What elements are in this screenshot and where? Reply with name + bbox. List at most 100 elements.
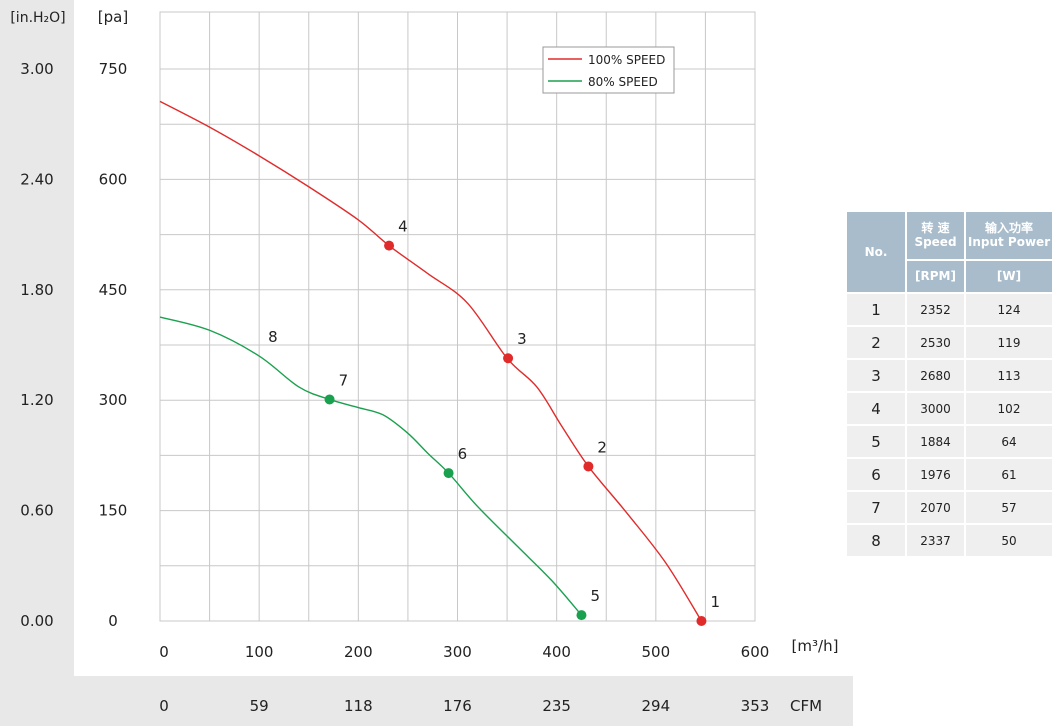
point-label-6: 6 [458, 445, 468, 463]
cell-power: 102 [966, 393, 1052, 424]
data-point-1 [696, 616, 707, 626]
chart-curves: 1 2 3 4 5 6 7 8 [159, 100, 720, 626]
cell-rpm: 1976 [907, 459, 964, 490]
legend-label-80: 80% SPEED [588, 75, 658, 89]
header-speed: 转 速 Speed [907, 212, 964, 259]
cell-no: 3 [847, 360, 905, 391]
chart-grid [159, 11, 756, 622]
x-tick-label-cfm: 353 [741, 697, 770, 715]
point-label-5: 5 [590, 587, 600, 605]
header-power: 输入功率 Input Power [966, 212, 1052, 259]
y-left-unit-label: [in.H₂O] [10, 10, 65, 26]
table-row: 4 3000 102 [847, 393, 1052, 424]
table-row: 7 2070 57 [847, 492, 1052, 523]
point-label-1: 1 [710, 593, 720, 611]
table-row: 3 2680 113 [847, 360, 1052, 391]
left-axis-band [0, 0, 74, 676]
fan-performance-chart: 00.001500.603001.204501.806002.407503.00… [10, 8, 839, 715]
header-w-unit: [W] [966, 260, 1052, 292]
x-tick-label-cfm: 118 [344, 697, 373, 715]
x-tick-label-cfm: 59 [250, 697, 269, 715]
data-point-3 [503, 353, 514, 364]
series-line-100 [159, 100, 703, 622]
x-tick-label-m3h: 500 [642, 643, 671, 661]
table-row: 1 2352 124 [847, 294, 1052, 325]
point-label-3: 3 [517, 330, 527, 348]
y-tick-label-inh2o: 3.00 [20, 60, 53, 78]
data-point-7 [324, 394, 335, 405]
x-tick-label-cfm: 0 [159, 697, 169, 715]
header-speed-cn: 转 速 [921, 221, 950, 236]
point-label-4: 4 [398, 218, 408, 236]
y-tick-label-pa: 600 [99, 170, 128, 188]
cell-rpm: 1884 [907, 426, 964, 457]
data-point-5 [576, 610, 587, 621]
x-tick-label-cfm: 176 [443, 697, 472, 715]
table-row: 6 1976 61 [847, 459, 1052, 490]
header-power-en: Input Power [967, 235, 1051, 250]
y-tick-label-pa: 450 [99, 281, 128, 299]
cell-power: 57 [966, 492, 1052, 523]
y-right-unit-label: [pa] [98, 8, 128, 26]
cell-power: 113 [966, 360, 1052, 391]
table-header-row: No. 转 速 Speed 输入功率 Input Power [847, 212, 1052, 292]
cell-no: 5 [847, 426, 905, 457]
y-tick-label-inh2o: 0.60 [20, 502, 53, 520]
x-tick-label-cfm: 294 [642, 697, 671, 715]
chart-legend: 100% SPEED 80% SPEED [542, 46, 675, 94]
header-power-cn: 输入功率 [984, 221, 1033, 236]
cell-rpm: 2680 [907, 360, 964, 391]
cfm-unit-label: CFM [790, 697, 822, 715]
y-tick-label-pa: 300 [99, 391, 128, 409]
table-row: 5 1884 64 [847, 426, 1052, 457]
cell-no: 4 [847, 393, 905, 424]
table-body: 1 2352 124 2 2530 119 3 2680 113 4 3000 102 5 1884 64 6… [847, 294, 1052, 556]
x-tick-label-m3h: 600 [741, 643, 770, 661]
data-point-4 [384, 240, 395, 251]
axis-ticks: 00.001500.603001.204501.806002.407503.00… [20, 60, 769, 715]
cell-rpm: 2530 [907, 327, 964, 358]
x-tick-label-m3h: 300 [443, 643, 472, 661]
y-tick-label-inh2o: 2.40 [20, 170, 53, 188]
data-point-6 [443, 468, 454, 479]
header-rpm-unit: [RPM] [907, 260, 964, 292]
cell-rpm: 3000 [907, 393, 964, 424]
y-tick-label-inh2o: 1.80 [20, 281, 53, 299]
point-label-7: 7 [339, 371, 349, 389]
legend-box [542, 46, 675, 94]
legend-label-100: 100% SPEED [588, 53, 665, 67]
y-tick-label-inh2o: 0.00 [20, 612, 53, 630]
x-tick-label-m3h: 400 [542, 643, 571, 661]
y-tick-label-pa: 150 [99, 502, 128, 520]
cell-power: 119 [966, 327, 1052, 358]
cell-power: 61 [966, 459, 1052, 490]
cell-no: 6 [847, 459, 905, 490]
data-point-2 [583, 461, 594, 472]
cell-no: 2 [847, 327, 905, 358]
x-tick-label-m3h: 0 [159, 643, 169, 661]
y-tick-label-pa: 750 [99, 60, 128, 78]
y-tick-label-inh2o: 1.20 [20, 391, 53, 409]
x-tick-label-cfm: 235 [542, 697, 571, 715]
x-tick-label-m3h: 100 [245, 643, 274, 661]
cell-rpm: 2337 [907, 525, 964, 556]
x-unit-label: [m³/h] [792, 637, 839, 655]
x-tick-label-m3h: 200 [344, 643, 373, 661]
cell-no: 7 [847, 492, 905, 523]
table-unit-row: [RPM] [W] [847, 260, 1052, 292]
table-row: 2 2530 119 [847, 327, 1052, 358]
cell-no: 1 [847, 294, 905, 325]
y-tick-label-pa: 0 [108, 612, 118, 630]
cell-power: 64 [966, 426, 1052, 457]
bottom-axis-band [0, 676, 853, 726]
header-speed-en: Speed [914, 235, 957, 250]
cell-power: 50 [966, 525, 1052, 556]
cell-rpm: 2352 [907, 294, 964, 325]
table-row: 8 2337 50 [847, 525, 1052, 556]
point-label-2: 2 [597, 438, 607, 456]
spec-table: No. 转 速 Speed 输入功率 Input Power [RPM] [W]… [845, 210, 1054, 558]
cell-no: 8 [847, 525, 905, 556]
cell-rpm: 2070 [907, 492, 964, 523]
cell-power: 124 [966, 294, 1052, 325]
series-line-80 [159, 316, 582, 616]
